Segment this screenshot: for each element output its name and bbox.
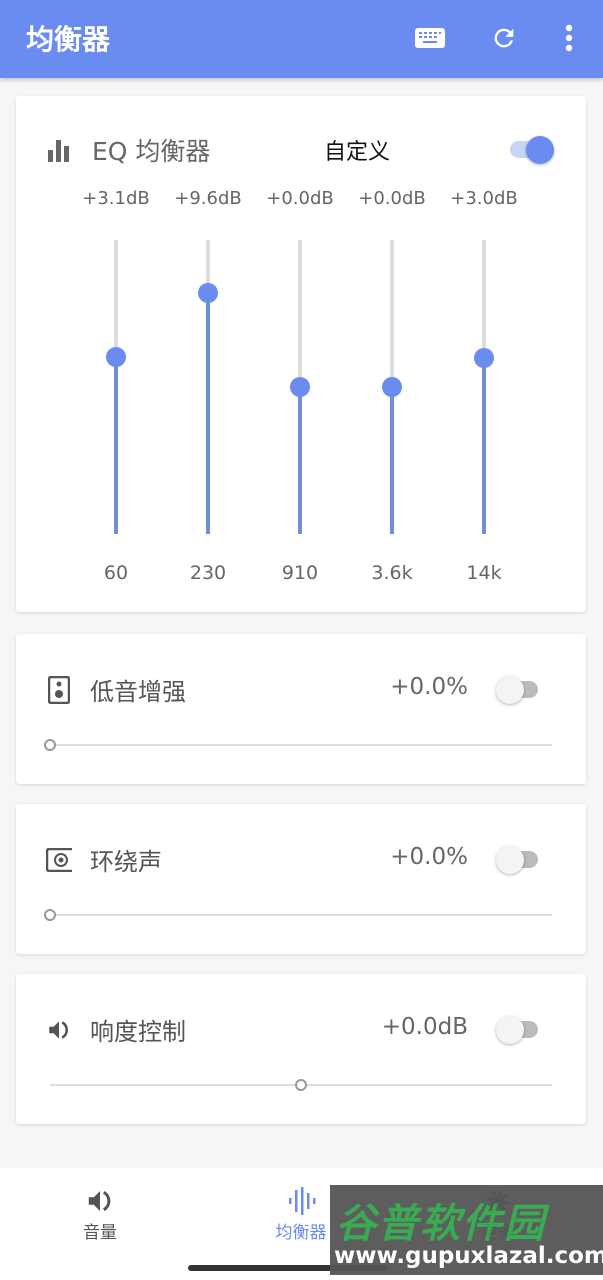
- refresh-icon[interactable]: [486, 20, 522, 56]
- speaker-icon: [46, 675, 72, 704]
- band-frequency-label: 910: [281, 562, 319, 584]
- effect-toggle[interactable]: [496, 676, 542, 704]
- eq-card: EQ 均衡器 自定义 +3.1dB 60 +9.6dB 230 +0.0dB 910 +0.…: [16, 96, 586, 612]
- home-indicator[interactable]: [188, 1265, 388, 1271]
- band-fill: [390, 387, 394, 534]
- volume-icon: [46, 1017, 72, 1043]
- watermark: 谷普软件园 www.gupuxlazal.com: [330, 1185, 603, 1275]
- effect-toggle[interactable]: [496, 1016, 542, 1044]
- band-thumb[interactable]: [198, 282, 218, 303]
- band-slider-230[interactable]: [198, 240, 218, 534]
- effect-card: 低音增强 +0.0%: [16, 634, 586, 784]
- band-fill: [482, 357, 486, 534]
- effect-value: +0.0%: [390, 844, 468, 870]
- band-thumb[interactable]: [106, 346, 126, 367]
- band-slider-14k[interactable]: [474, 240, 494, 534]
- equalizer-icon: [241, 1184, 361, 1218]
- band-slider-3.6k[interactable]: [382, 240, 402, 534]
- effect-title: 低音增强: [90, 678, 186, 706]
- band-frequency-label: 60: [103, 562, 129, 584]
- slider-thumb[interactable]: [44, 739, 56, 751]
- nav-label: 音量: [83, 1223, 117, 1243]
- effect-slider[interactable]: [44, 909, 552, 921]
- band-gain-label: +9.6dB: [174, 188, 242, 209]
- effect-title: 环绕声: [90, 848, 162, 876]
- slider-thumb[interactable]: [295, 1079, 307, 1091]
- more-vert-icon[interactable]: [551, 20, 587, 56]
- page-title: 均衡器: [26, 23, 111, 56]
- nav-volume[interactable]: 音量: [40, 1184, 160, 1243]
- slider-thumb[interactable]: [44, 909, 56, 921]
- band-gain-label: +0.0dB: [358, 188, 426, 209]
- preset-selector[interactable]: 自定义: [324, 140, 391, 165]
- app-bar: 均衡器: [0, 0, 603, 78]
- band-fill: [298, 387, 302, 534]
- band-frequency-label: 3.6k: [371, 562, 413, 584]
- band-frequency-label: 230: [189, 562, 227, 584]
- effect-header: 环绕声: [46, 842, 162, 877]
- band-frequency-label: 14k: [466, 562, 502, 584]
- effect-title: 响度控制: [90, 1018, 186, 1046]
- effect-card: 响度控制 +0.0dB: [16, 974, 586, 1124]
- bar-chart-icon: [48, 140, 69, 162]
- eq-toggle[interactable]: [508, 136, 554, 164]
- effect-card: 环绕声 +0.0%: [16, 804, 586, 954]
- band-thumb[interactable]: [474, 347, 494, 368]
- band-thumb[interactable]: [290, 377, 310, 397]
- surround-icon: [46, 847, 72, 873]
- band-gain-label: +0.0dB: [266, 188, 334, 209]
- volume-icon: [40, 1184, 160, 1218]
- effect-slider[interactable]: [44, 739, 552, 751]
- band-gain-label: +3.1dB: [82, 188, 150, 209]
- keyboard-icon[interactable]: [412, 20, 448, 56]
- nav-label: 均衡器: [275, 1223, 327, 1243]
- effect-value: +0.0dB: [381, 1014, 468, 1040]
- band-thumb[interactable]: [382, 377, 402, 397]
- eq-header: EQ 均衡器: [46, 132, 210, 168]
- band-gain-label: +3.0dB: [450, 188, 518, 209]
- eq-title: EQ 均衡器: [92, 137, 211, 166]
- effect-slider[interactable]: [50, 1079, 552, 1091]
- band-fill: [206, 292, 210, 534]
- effect-toggle[interactable]: [496, 846, 542, 874]
- band-fill: [114, 356, 118, 534]
- effect-value: +0.0%: [390, 674, 468, 700]
- band-slider-910[interactable]: [290, 240, 310, 534]
- effect-header: 低音增强: [46, 672, 186, 707]
- effect-header: 响度控制: [46, 1012, 186, 1047]
- band-slider-60[interactable]: [106, 240, 126, 534]
- nav-equalizer[interactable]: 均衡器: [241, 1184, 361, 1243]
